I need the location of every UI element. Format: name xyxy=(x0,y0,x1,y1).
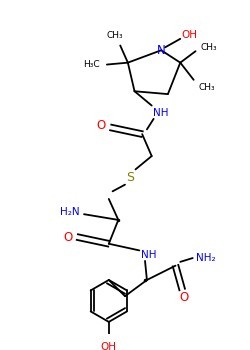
Text: CH₃: CH₃ xyxy=(200,43,217,52)
Text: NH: NH xyxy=(154,108,169,118)
Text: OH: OH xyxy=(182,30,198,40)
Text: H₂N: H₂N xyxy=(60,207,80,217)
Text: O: O xyxy=(180,290,189,303)
Text: H₃C: H₃C xyxy=(83,60,100,69)
Text: N: N xyxy=(157,44,166,57)
Text: O: O xyxy=(63,231,72,244)
Text: CH₃: CH₃ xyxy=(106,32,123,41)
Text: OH: OH xyxy=(101,342,117,350)
Text: CH₃: CH₃ xyxy=(199,83,215,92)
Text: S: S xyxy=(126,170,134,183)
Text: O: O xyxy=(96,119,106,132)
Text: NH: NH xyxy=(141,250,156,260)
Text: NH₂: NH₂ xyxy=(196,253,216,263)
